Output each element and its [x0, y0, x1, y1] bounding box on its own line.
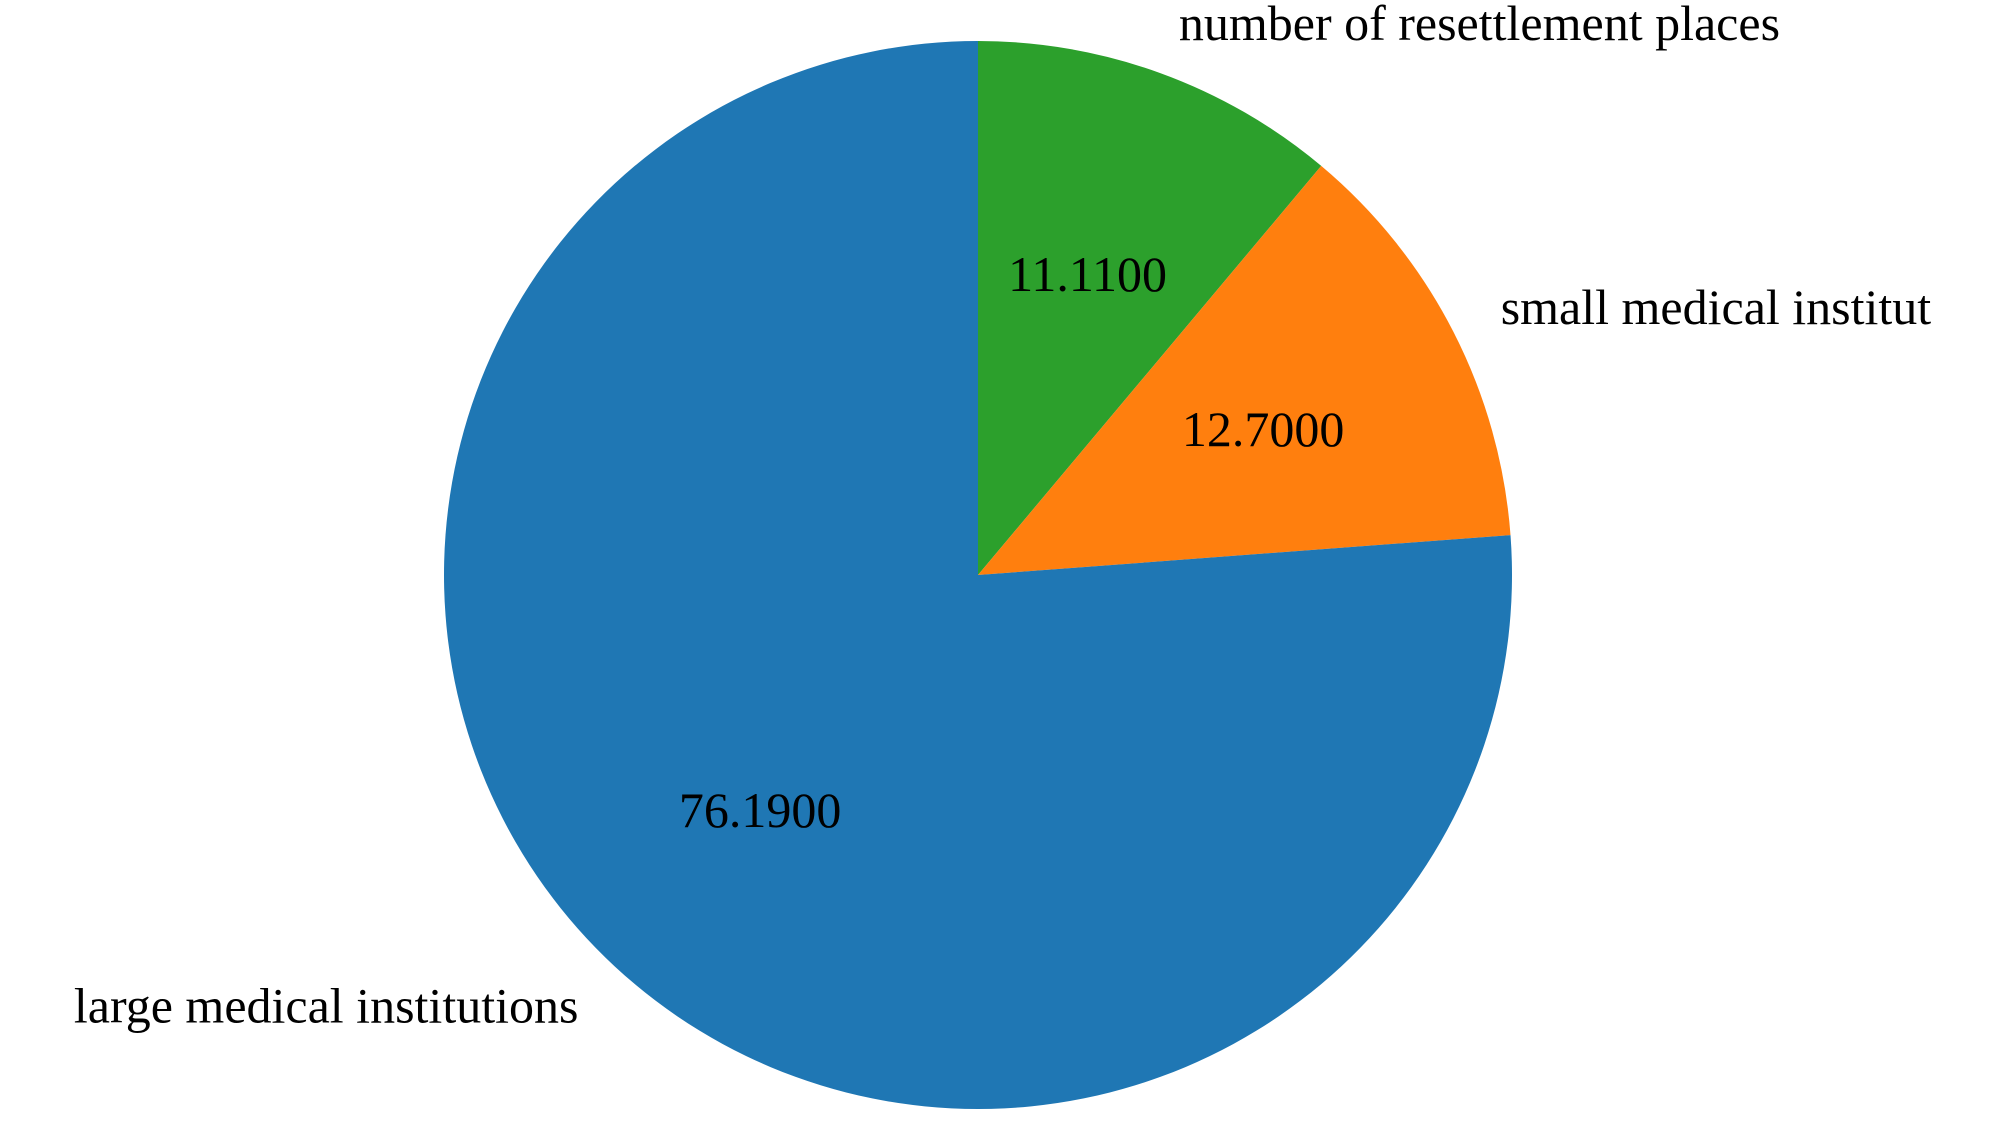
slice-category-label: large medical institutions	[74, 978, 579, 1034]
slice-category-label: number of resettlement places	[1179, 0, 1780, 51]
pie-slice-1	[978, 165, 1511, 575]
slice-value-label: 11.1100	[1008, 246, 1167, 302]
slice-value-label: 12.7000	[1182, 401, 1345, 457]
slice-value-label: 76.1900	[679, 782, 842, 838]
slices-layer	[444, 41, 1512, 1110]
slice-category-label: small medical institut	[1501, 279, 1932, 335]
pie-slice-2	[444, 41, 1512, 1110]
labels-layer: 11.1100 number of resettlement places 12.7…	[74, 0, 1931, 1034]
pie-slice-0	[978, 41, 1322, 575]
